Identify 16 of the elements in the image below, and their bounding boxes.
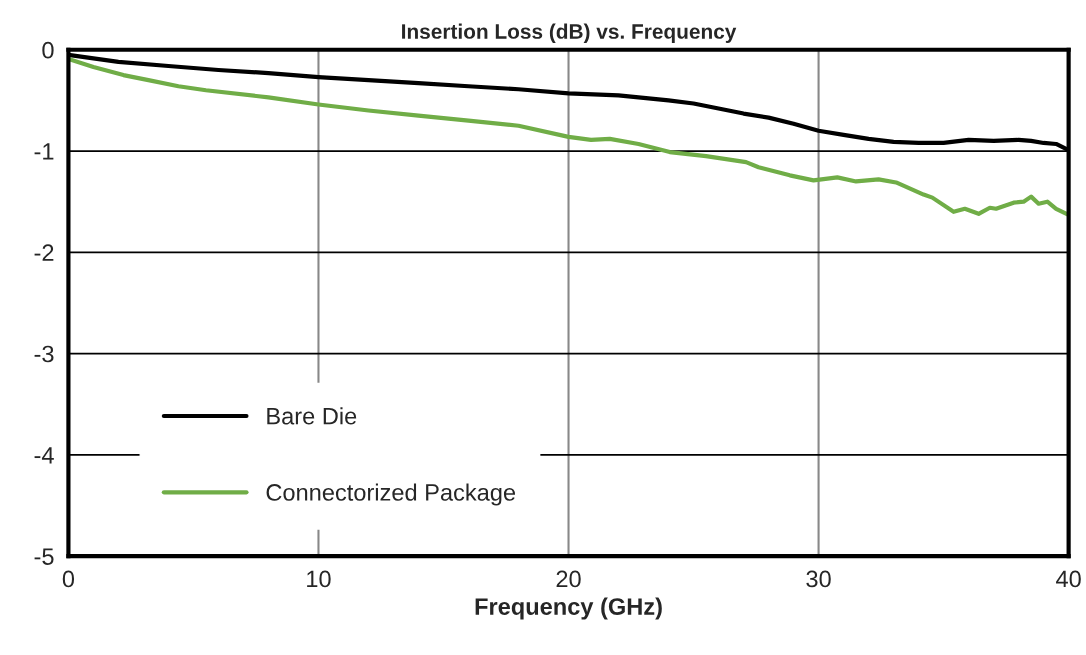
x-tick-label: 40 (1056, 570, 1081, 588)
x-tick-label: 0 (62, 570, 75, 588)
y-tick-label: -2 (34, 244, 54, 261)
legend-label: Bare Die (267, 407, 357, 425)
x-tick-label: 20 (556, 570, 581, 588)
y-tick-label: -1 (34, 143, 54, 160)
y-tick-label: -5 (34, 548, 54, 565)
line-series (68, 56, 1069, 217)
chart-title: Insertion Loss (dB) vs. Frequency (402, 23, 737, 43)
y-tick-label: 0 (42, 41, 54, 59)
x-tick-label: 30 (806, 570, 831, 588)
y-tick-label: -4 (34, 447, 54, 464)
y-tick-label: -3 (34, 345, 54, 363)
legend-label: Connectorized Package (266, 483, 516, 506)
x-axis-title: Frequency (GHz) (475, 597, 662, 620)
x-tick-label: 10 (307, 570, 331, 588)
